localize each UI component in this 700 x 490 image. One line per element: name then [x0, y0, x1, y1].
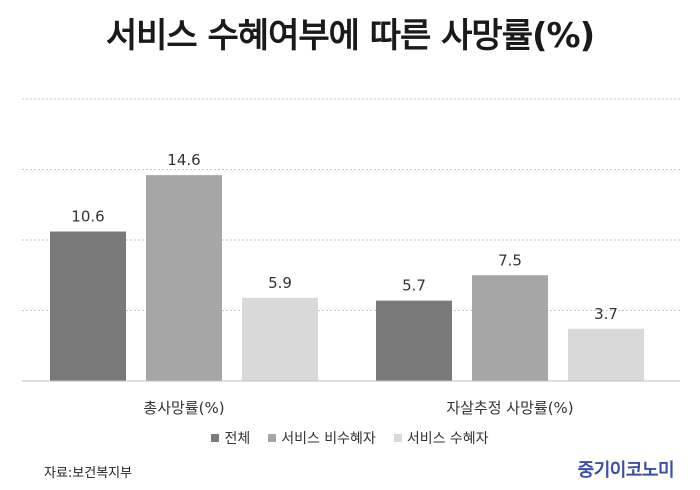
legend-item-recipient: 서비스 수혜자 [393, 428, 489, 448]
category-label: 자살추정 사망률(%) [446, 399, 573, 417]
bar [568, 328, 644, 381]
data-label: 7.5 [498, 251, 522, 269]
bar [376, 300, 452, 381]
legend: 전체 서비스 비수혜자 서비스 수혜자 [0, 428, 700, 448]
legend-swatch-total [211, 434, 220, 442]
category-label: 총사망률(%) [143, 399, 224, 417]
publisher-logo: 중기이코노미 [577, 460, 675, 481]
bar [472, 275, 548, 381]
legend-label-recipient: 서비스 수혜자 [406, 431, 489, 447]
bar [242, 297, 318, 381]
data-label: 5.9 [268, 274, 292, 292]
bar [50, 231, 126, 381]
data-label: 14.6 [167, 151, 200, 169]
legend-swatch-recipient [393, 434, 402, 442]
legend-item-total: 전체 [211, 428, 250, 448]
legend-swatch-non-recipient [268, 434, 277, 442]
legend-label-non-recipient: 서비스 비수혜자 [281, 431, 376, 447]
legend-item-non-recipient: 서비스 비수혜자 [268, 428, 376, 448]
chart-title: 서비스 수혜여부에 따른 사망률(%) [105, 16, 595, 56]
legend-label-total: 전체 [224, 431, 251, 447]
data-label: 5.7 [402, 277, 426, 295]
source-note: 자료:보건복지부 [44, 466, 133, 481]
data-label: 3.7 [594, 305, 618, 323]
bar [146, 175, 222, 381]
data-label: 10.6 [71, 208, 104, 226]
